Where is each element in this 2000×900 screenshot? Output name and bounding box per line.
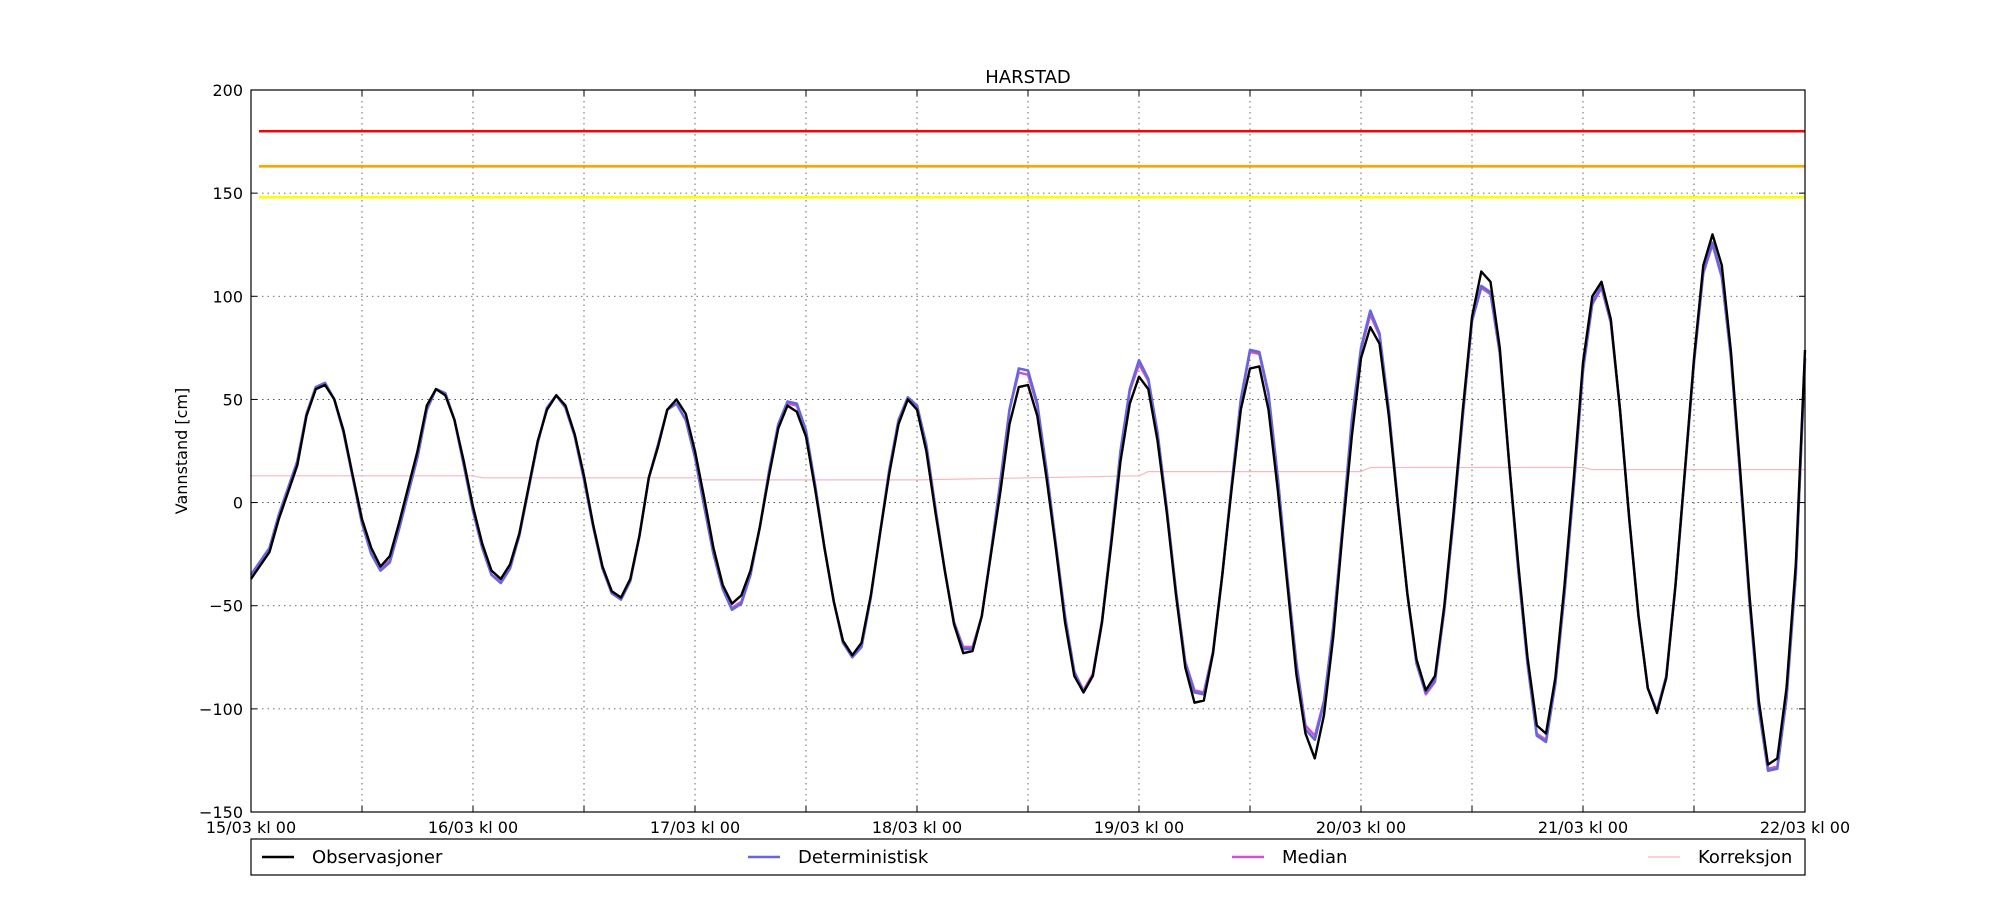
x-tick-label: 22/03 kl 00 [1760, 818, 1850, 837]
y-tick-label: 0 [233, 494, 243, 513]
legend-label-deterministisk: Deterministisk [798, 847, 929, 868]
chart-title: HARSTAD [985, 67, 1071, 88]
y-axis-label: Vannstand [cm] [172, 388, 191, 514]
series-line-observasjoner [250, 233, 1807, 766]
legend: Observasjoner Deterministisk Median Korreks… [250, 838, 1806, 876]
x-tick-label: 16/03 kl 00 [428, 818, 518, 837]
y-tick-label: −150 [199, 803, 243, 822]
y-tick-label: 200 [212, 81, 243, 100]
x-tick-label: 17/03 kl 00 [650, 818, 740, 837]
axis-ticks: −150 −100 −50 0 50 100 150 200 15/03 kl 00 16/03 … [199, 81, 1850, 837]
legend-label-korreksjon: Korreksjon [1698, 847, 1792, 868]
legend-label-observasjoner: Observasjoner [312, 847, 443, 868]
y-tick-label: 50 [223, 390, 243, 409]
x-tick-label: 20/03 kl 00 [1316, 818, 1406, 837]
legend-frame [250, 838, 1806, 876]
x-tick-label: 15/03 kl 00 [206, 818, 296, 837]
series-lines [249, 233, 1807, 773]
x-tick-label: 18/03 kl 00 [872, 818, 962, 837]
threshold-lines [259, 129, 1805, 199]
legend-label-median: Median [1282, 847, 1347, 868]
x-tick-label: 21/03 kl 00 [1538, 818, 1628, 837]
series-line-korreksjon [251, 466, 1805, 481]
y-tick-label: 150 [212, 184, 243, 203]
y-tick-label: −100 [199, 700, 243, 719]
y-tick-label: 100 [212, 287, 243, 306]
grid [251, 90, 1805, 812]
x-tick-label: 19/03 kl 00 [1094, 818, 1184, 837]
y-tick-label: −50 [209, 597, 243, 616]
